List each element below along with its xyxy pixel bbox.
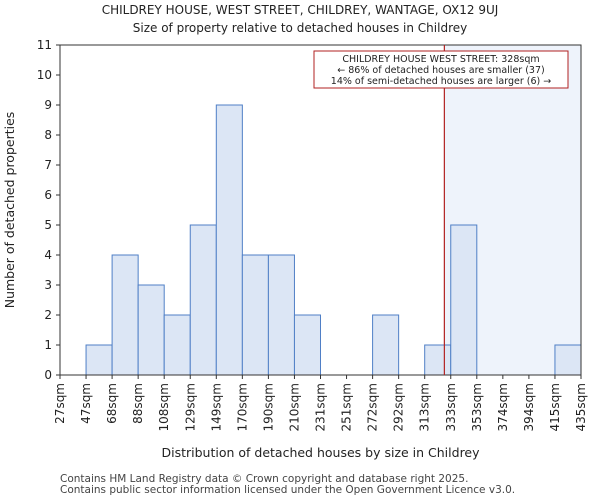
x-tick-label: 210sqm	[287, 383, 301, 431]
bar-210sqm	[293, 314, 322, 376]
bar-190sqm	[267, 254, 295, 376]
x-tick-label: 190sqm	[261, 383, 275, 431]
x-tick-label: 415sqm	[548, 383, 562, 431]
x-tick-label: 394sqm	[522, 383, 536, 431]
x-tick-label: 108sqm	[157, 383, 171, 431]
x-tick-label: 27sqm	[53, 383, 67, 424]
y-tick-label: 5	[44, 218, 52, 232]
x-tick-label: 374sqm	[496, 383, 510, 431]
y-tick-label: 9	[44, 98, 52, 112]
bar-149sqm	[215, 104, 243, 376]
annotation-line: ← 86% of detached houses are smaller (37…	[337, 65, 544, 76]
x-tick-label: 313sqm	[418, 383, 432, 431]
x-tick-label: 47sqm	[79, 383, 93, 424]
bar-108sqm	[163, 314, 191, 376]
x-tick-label: 251sqm	[340, 383, 354, 431]
y-tick-label: 7	[44, 158, 52, 172]
x-tick-label: 129sqm	[183, 383, 197, 431]
bar-170sqm	[241, 254, 269, 376]
x-tick-label: 149sqm	[209, 383, 223, 431]
x-axis-label: Distribution of detached houses by size …	[161, 445, 480, 460]
y-tick-label: 10	[37, 68, 52, 82]
y-tick-label: 11	[37, 38, 52, 52]
x-tick-label: 292sqm	[392, 383, 406, 431]
x-tick-label: 333sqm	[444, 383, 458, 431]
bar-272sqm	[372, 314, 400, 376]
y-axis-label: Number of detached properties	[2, 112, 17, 309]
footer-line-1: Contains HM Land Registry data © Crown c…	[60, 473, 469, 485]
annotation-box	[313, 50, 569, 89]
bar-333sqm	[450, 224, 478, 376]
x-tick-label: 353sqm	[470, 383, 484, 431]
x-tick-label: 88sqm	[131, 383, 145, 424]
y-tick-label: 2	[44, 308, 52, 322]
x-tick-label: 231sqm	[314, 383, 328, 431]
x-tick-label: 272sqm	[366, 383, 380, 431]
annotation-line: CHILDREY HOUSE WEST STREET: 328sqm	[342, 54, 539, 65]
y-tick-label: 3	[44, 278, 52, 292]
chart-title: CHILDREY HOUSE, WEST STREET, CHILDREY, W…	[101, 3, 499, 17]
y-tick-label: 4	[44, 248, 52, 262]
y-tick-label: 8	[44, 128, 52, 142]
x-tick-label: 435sqm	[574, 383, 588, 431]
bar-313sqm	[424, 344, 452, 376]
bar-129sqm	[189, 224, 217, 376]
y-tick-label: 0	[44, 368, 52, 382]
chart-subtitle: Size of property relative to detached ho…	[132, 21, 468, 35]
x-tick-label: 68sqm	[105, 383, 119, 424]
bar-68sqm	[111, 254, 139, 376]
footer-line-2: Contains public sector information licen…	[60, 484, 516, 496]
y-tick-label: 1	[44, 338, 52, 352]
bar-415sqm	[554, 344, 582, 376]
bar-47sqm	[85, 344, 113, 376]
x-tick-label: 170sqm	[235, 383, 249, 431]
y-tick-label: 6	[44, 188, 52, 202]
bar-88sqm	[137, 284, 165, 376]
annotation-line: 14% of semi-detached houses are larger (…	[331, 76, 551, 87]
